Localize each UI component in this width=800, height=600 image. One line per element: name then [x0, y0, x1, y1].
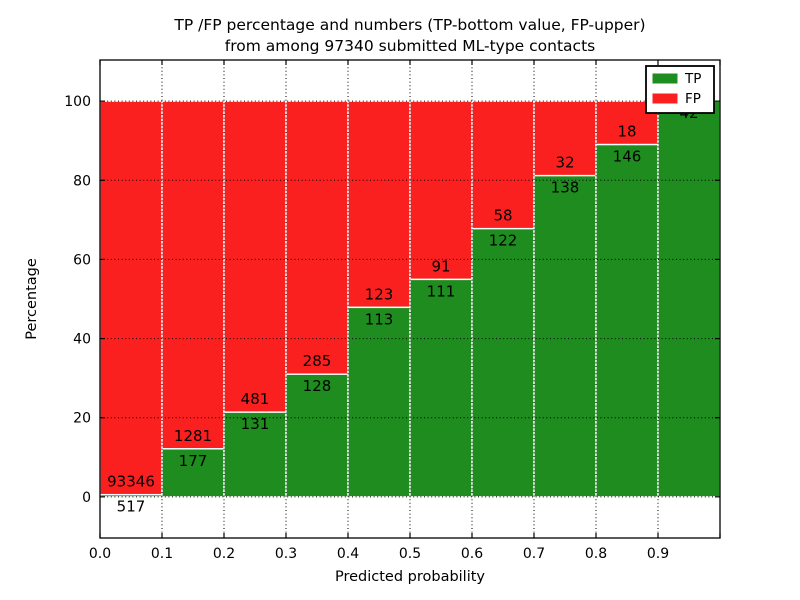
- tp-count-label-bin0: 517: [117, 498, 146, 516]
- tp-count-label-bin2: 131: [241, 415, 270, 433]
- x-tick-label-0.5: 0.5: [399, 546, 421, 562]
- legend-box: [645, 65, 715, 114]
- tp-bar-bin9: [657, 100, 721, 498]
- tp-bar-bin7: [533, 174, 597, 498]
- fp-count-label-bin0: 93346: [107, 473, 155, 491]
- fp-count-label-bin2: 481: [241, 390, 270, 408]
- x-axis-label: Predicted probability: [335, 569, 485, 585]
- legend-swatch-fp: [652, 93, 678, 104]
- tp-bar-bin5: [409, 278, 473, 498]
- x-tick-label-0.7: 0.7: [523, 546, 545, 562]
- legend-swatch-tp: [652, 73, 678, 84]
- tp-bar-bin0: [99, 493, 163, 498]
- y-tick-label-60: 60: [73, 252, 91, 268]
- y-tick-label-80: 80: [73, 173, 91, 189]
- tp-count-label-bin7: 138: [551, 179, 580, 197]
- tick-marks: [99, 60, 721, 538]
- y-tick-label-0: 0: [82, 490, 91, 506]
- tp-count-label-bin6: 122: [489, 232, 518, 250]
- x-tick-label-0.9: 0.9: [647, 546, 669, 562]
- fp-bar-bin2: [223, 100, 287, 413]
- fp-bar-bin0: [99, 100, 163, 496]
- bar-value-labels: 93346 517 1281 177 481 131 285 128 123 113 91 111 58…: [107, 104, 698, 516]
- y-axis-label: Percentage: [24, 258, 40, 340]
- x-tick-label-0.3: 0.3: [275, 546, 297, 562]
- tp-count-label-bin4: 113: [365, 310, 394, 328]
- legend-label-fp: FP: [685, 91, 701, 107]
- x-tick-label-0.0: 0.0: [89, 546, 111, 562]
- chart-title-line2: from among 97340 submitted ML-type conta…: [225, 37, 595, 55]
- fp-count-label-bin8: 18: [617, 123, 636, 141]
- chart-title-line1: TP /FP percentage and numbers (TP-bottom…: [173, 16, 645, 34]
- y-tick-label-100: 100: [64, 94, 91, 110]
- tp-count-label-bin3: 128: [303, 377, 332, 395]
- x-tick-label-0.2: 0.2: [213, 546, 235, 562]
- tp-bar-bin3: [285, 373, 349, 498]
- tp-bar-bin8: [595, 143, 659, 498]
- tp-count-label-bin5: 111: [427, 282, 456, 300]
- tp-count-label-bin1: 177: [179, 452, 208, 470]
- tick-labels: 0 20 40 60 80 100 0.0 0.1 0.2 0.3 0.4 0.5 0.6 0.7 0.8 0…: [64, 94, 669, 562]
- grid-layer: [100, 60, 720, 538]
- fp-bar-bin5: [409, 100, 473, 281]
- bars-layer: [99, 100, 721, 498]
- legend-label-tp: TP: [684, 71, 701, 87]
- x-tick-label-0.6: 0.6: [461, 546, 483, 562]
- fp-bar-bin3: [285, 100, 349, 375]
- legend: TP FP: [645, 65, 715, 114]
- y-tick-label-40: 40: [73, 332, 91, 348]
- x-tick-label-0.8: 0.8: [585, 546, 607, 562]
- tp-bar-bin1: [161, 448, 225, 498]
- fp-bar-bin4: [347, 100, 411, 309]
- fp-bar-bin6: [471, 100, 535, 230]
- fp-count-label-bin4: 123: [365, 285, 394, 303]
- y-tick-label-20: 20: [73, 411, 91, 427]
- fp-count-label-bin3: 285: [303, 352, 332, 370]
- fp-count-label-bin6: 58: [493, 207, 512, 225]
- tp-bar-bin6: [471, 227, 535, 498]
- x-tick-label-0.1: 0.1: [151, 546, 173, 562]
- x-tick-label-0.4: 0.4: [337, 546, 359, 562]
- fp-count-label-bin5: 91: [431, 257, 450, 275]
- tp-count-label-bin8: 146: [613, 148, 642, 166]
- fp-count-label-bin1: 1281: [174, 427, 212, 445]
- tp-bar-bin4: [347, 306, 411, 498]
- fp-bar-bin1: [161, 100, 225, 450]
- fp-count-label-bin7: 32: [555, 154, 574, 172]
